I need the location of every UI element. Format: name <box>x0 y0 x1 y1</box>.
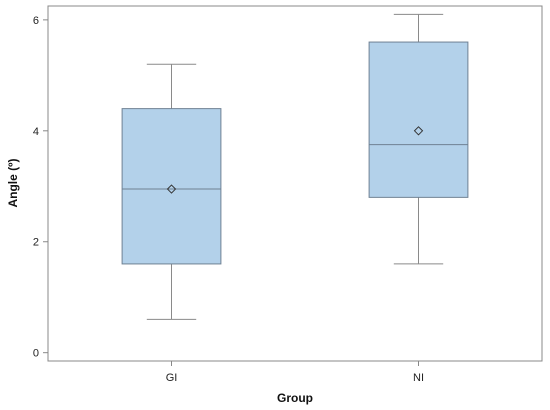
x-tick-label: GI <box>166 372 178 384</box>
y-tick-label: 4 <box>33 126 39 138</box>
mean-marker <box>166 184 177 194</box>
mean-marker <box>413 126 424 136</box>
iqr-box <box>368 41 469 198</box>
y-tick-label: 6 <box>33 15 39 27</box>
iqr-box <box>121 108 222 265</box>
x-axis: GI NI <box>166 361 424 384</box>
y-axis: 0 2 4 6 <box>33 15 48 360</box>
box-ni <box>368 13 469 265</box>
box-gi <box>121 63 222 320</box>
y-tick-label: 2 <box>33 237 39 249</box>
y-axis-title: Angle (º) <box>6 158 20 207</box>
y-tick-label: 0 <box>33 348 39 360</box>
x-axis-title: Group <box>277 391 313 405</box>
plot-frame <box>47 5 543 362</box>
x-tick-label: NI <box>413 372 424 384</box>
box-series <box>121 13 469 320</box>
